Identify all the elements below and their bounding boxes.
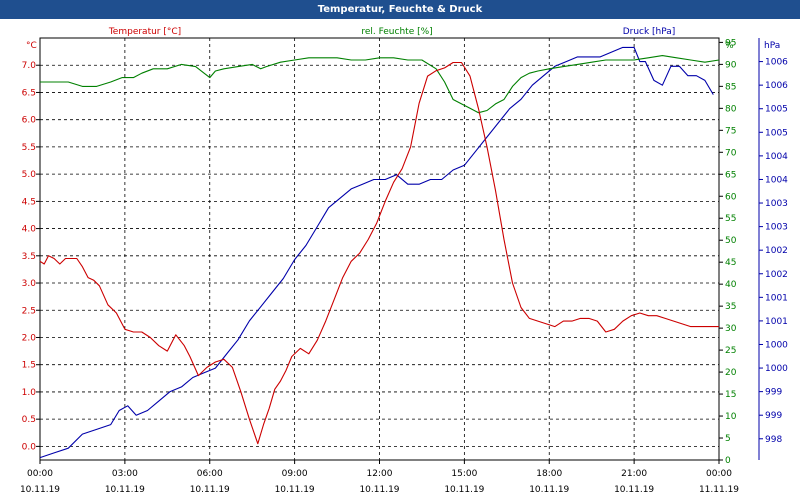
x-tick-label-time: 03:00 [112, 469, 138, 479]
x-tick-label-time: 21:00 [621, 469, 647, 479]
press-tick-label: 1003 [765, 223, 788, 233]
x-tick-label-date: 10.11.19 [190, 485, 230, 495]
temp-tick-label: 6.5 [22, 88, 36, 98]
temp-tick-label: 3.0 [22, 279, 37, 289]
temp-tick-label: 0.0 [22, 442, 37, 452]
x-tick-label-time: 00:00 [27, 469, 53, 479]
hum-tick-label: 90 [725, 60, 737, 70]
hum-tick-label: 70 [725, 148, 737, 158]
press-tick-label: 1005 [765, 128, 788, 138]
hum-tick-label: 50 [725, 236, 737, 246]
x-tick-label-date: 10.11.19 [275, 485, 315, 495]
temp-tick-label: 4.5 [22, 197, 36, 207]
x-tick-label-date: 11.11.19 [699, 485, 739, 495]
hum-tick-label: 60 [725, 192, 737, 202]
press-tick-label: 999 [765, 411, 782, 421]
press-axis-unit: hPa [764, 41, 780, 51]
x-tick-label-date: 10.11.19 [529, 485, 569, 495]
x-tick-label-time: 00:00 [706, 469, 732, 479]
hum-tick-label: 80 [725, 104, 737, 114]
press-tick-label: 999 [765, 388, 782, 398]
hum-tick-label: 75 [725, 126, 736, 136]
hum-tick-label: 55 [725, 214, 736, 224]
hum-tick-label: 35 [725, 302, 736, 312]
press-tick-label: 1006 [765, 81, 788, 91]
x-tick-label-date: 10.11.19 [614, 485, 654, 495]
x-tick-label-time: 12:00 [367, 469, 393, 479]
press-tick-label: 998 [765, 435, 782, 445]
temp-tick-label: 0.5 [22, 415, 36, 425]
press-tick-label: 1001 [765, 317, 788, 327]
x-tick-label-time: 15:00 [451, 469, 477, 479]
hum-axis-unit: % [725, 41, 734, 51]
temp-tick-label: 6.0 [22, 116, 37, 126]
temp-tick-label: 4.0 [22, 225, 37, 235]
press-tick-label: 1003 [765, 199, 788, 209]
temp-tick-label: 1.5 [22, 361, 36, 371]
series-layer [39, 46, 720, 459]
temperature-line [39, 61, 719, 445]
hum-tick-label: 10 [725, 412, 737, 422]
x-tick-label-date: 10.11.19 [359, 485, 399, 495]
press-tick-label: 1002 [765, 246, 788, 256]
x-tick-label-time: 09:00 [282, 469, 308, 479]
hum-tick-label: 0 [725, 456, 731, 466]
temp-tick-label: 7.0 [22, 61, 37, 71]
chart-title: Temperatur, Feuchte & Druck [0, 0, 800, 19]
hum-tick-label: 45 [725, 258, 736, 268]
press-tick-label: 1001 [765, 293, 788, 303]
x-tick-label-time: 06:00 [197, 469, 223, 479]
pressure-line [39, 46, 714, 459]
x-tick-label-date: 10.11.19 [20, 485, 60, 495]
hum-tick-label: 15 [725, 390, 736, 400]
hum-tick-label: 30 [725, 324, 737, 334]
x-tick-label-date: 10.11.19 [444, 485, 484, 495]
x-tick-label-time: 18:00 [536, 469, 562, 479]
press-tick-label: 1000 [765, 364, 788, 374]
temp-series-legend: Temperatur [°C] [108, 27, 181, 37]
press-tick-label: 1005 [765, 105, 788, 115]
temp-axis-unit: °C [26, 41, 37, 51]
temp-tick-label: 5.5 [22, 143, 36, 153]
hum-tick-label: 20 [725, 368, 737, 378]
press-tick-label: 1004 [765, 152, 788, 162]
hum-tick-label: 40 [725, 280, 737, 290]
press-tick-label: 1004 [765, 175, 788, 185]
hum-tick-label: 95 [725, 38, 736, 48]
humidity-line [40, 55, 720, 114]
hum-series-legend: rel. Feuchte [%] [361, 27, 432, 37]
grid-lines [40, 38, 719, 460]
temp-tick-label: 3.5 [22, 252, 36, 262]
temp-tick-label: 2.0 [22, 333, 37, 343]
x-tick-label-date: 10.11.19 [105, 485, 145, 495]
press-series-legend: Druck [hPa] [623, 27, 676, 37]
axis-ticks: 00:00 10.11.19 03:00 10.11.19 06:00 10.11.19 0… [20, 38, 788, 495]
temp-tick-label: 2.5 [22, 306, 36, 316]
press-tick-label: 1006 [765, 58, 788, 68]
press-tick-label: 1002 [765, 270, 788, 280]
hum-tick-label: 5 [725, 434, 731, 444]
temp-tick-label: 5.0 [22, 170, 37, 180]
temp-tick-label: 1.0 [22, 388, 37, 398]
hum-tick-label: 85 [725, 82, 736, 92]
hum-tick-label: 25 [725, 346, 736, 356]
hum-tick-label: 65 [725, 170, 736, 180]
press-tick-label: 1000 [765, 340, 788, 350]
